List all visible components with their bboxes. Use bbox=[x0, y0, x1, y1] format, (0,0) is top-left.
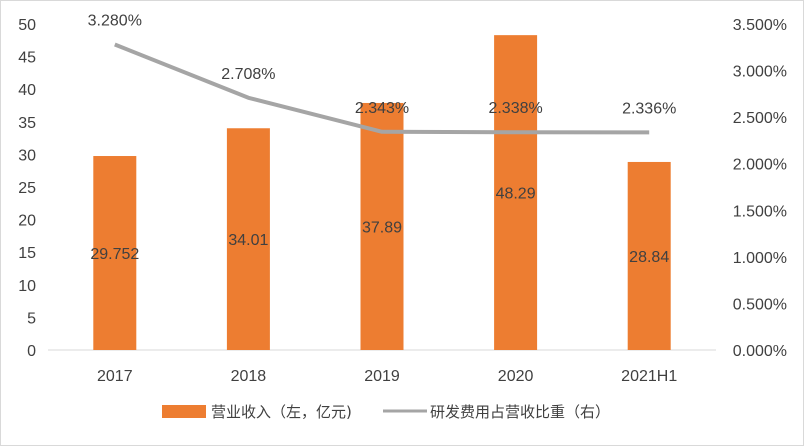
line-data-label: 2.343% bbox=[355, 100, 409, 117]
right-y-tick-label: 1.500% bbox=[733, 203, 787, 220]
right-y-tick-label: 2.000% bbox=[733, 157, 787, 174]
legend-swatch-bar bbox=[162, 405, 206, 418]
line-data-labels: 3.280% 2.708% 2.343% 2.338% 2.336% bbox=[88, 12, 677, 117]
bar bbox=[627, 161, 671, 350]
line-data-label: 2.338% bbox=[488, 100, 542, 117]
legend: 营业收入（左，亿元) 研发费用占营收比重（右） bbox=[162, 403, 610, 421]
bar bbox=[360, 102, 404, 350]
right-y-tick-label: 2.500% bbox=[733, 110, 787, 127]
left-y-tick-label: 50 bbox=[18, 17, 36, 34]
bar-data-labels: 29.752 34.01 37.89 48.29 28.84 bbox=[90, 186, 669, 266]
bar bbox=[93, 156, 137, 350]
left-y-tick-label: 40 bbox=[18, 82, 36, 99]
bar-data-label: 28.84 bbox=[629, 249, 669, 266]
left-y-tick-label: 35 bbox=[18, 115, 36, 132]
left-y-tick-label: 30 bbox=[18, 147, 36, 164]
right-y-tick-label: 0.500% bbox=[733, 296, 787, 313]
x-axis-ticks: 2017 2018 2019 2020 2021H1 bbox=[97, 368, 677, 385]
x-tick-label: 2017 bbox=[97, 368, 133, 385]
line-series bbox=[114, 42, 650, 135]
right-y-tick-label: 0.000% bbox=[733, 343, 787, 360]
line-data-label: 2.336% bbox=[622, 100, 676, 117]
left-y-axis: 0 5 10 15 20 25 30 35 40 45 50 bbox=[18, 17, 36, 360]
bar bbox=[494, 35, 538, 350]
left-y-tick-label: 45 bbox=[18, 50, 36, 67]
right-y-axis: 0.000% 0.500% 1.000% 1.500% 2.000% 2.500% 3.00… bbox=[733, 17, 787, 360]
left-y-tick-label: 0 bbox=[27, 343, 36, 360]
x-tick-label: 2019 bbox=[364, 368, 400, 385]
legend-label-bar: 营业收入（左，亿元) bbox=[211, 403, 352, 421]
right-y-tick-label: 3.000% bbox=[733, 64, 787, 81]
bar bbox=[226, 128, 270, 350]
legend-label-line: 研发费用占营收比重（右） bbox=[430, 403, 610, 421]
bar-data-label: 29.752 bbox=[90, 246, 139, 263]
left-y-tick-label: 25 bbox=[18, 180, 36, 197]
line-data-label: 2.708% bbox=[221, 66, 275, 83]
bar-data-label: 37.89 bbox=[362, 219, 402, 236]
x-tick-label: 2018 bbox=[231, 368, 267, 385]
right-y-tick-label: 3.500% bbox=[733, 17, 787, 34]
x-tick-label: 2020 bbox=[498, 368, 534, 385]
left-y-tick-label: 20 bbox=[18, 213, 36, 230]
bar-data-label: 34.01 bbox=[228, 232, 268, 249]
left-y-tick-label: 15 bbox=[18, 245, 36, 262]
left-y-tick-label: 10 bbox=[18, 278, 36, 295]
line-data-label: 3.280% bbox=[88, 12, 142, 29]
x-tick-label: 2021H1 bbox=[621, 368, 677, 385]
left-y-tick-label: 5 bbox=[27, 310, 36, 327]
series-line bbox=[114, 42, 650, 135]
bar-series bbox=[93, 35, 671, 350]
right-y-tick-label: 1.000% bbox=[733, 250, 787, 267]
bar-data-label: 48.29 bbox=[496, 186, 536, 203]
